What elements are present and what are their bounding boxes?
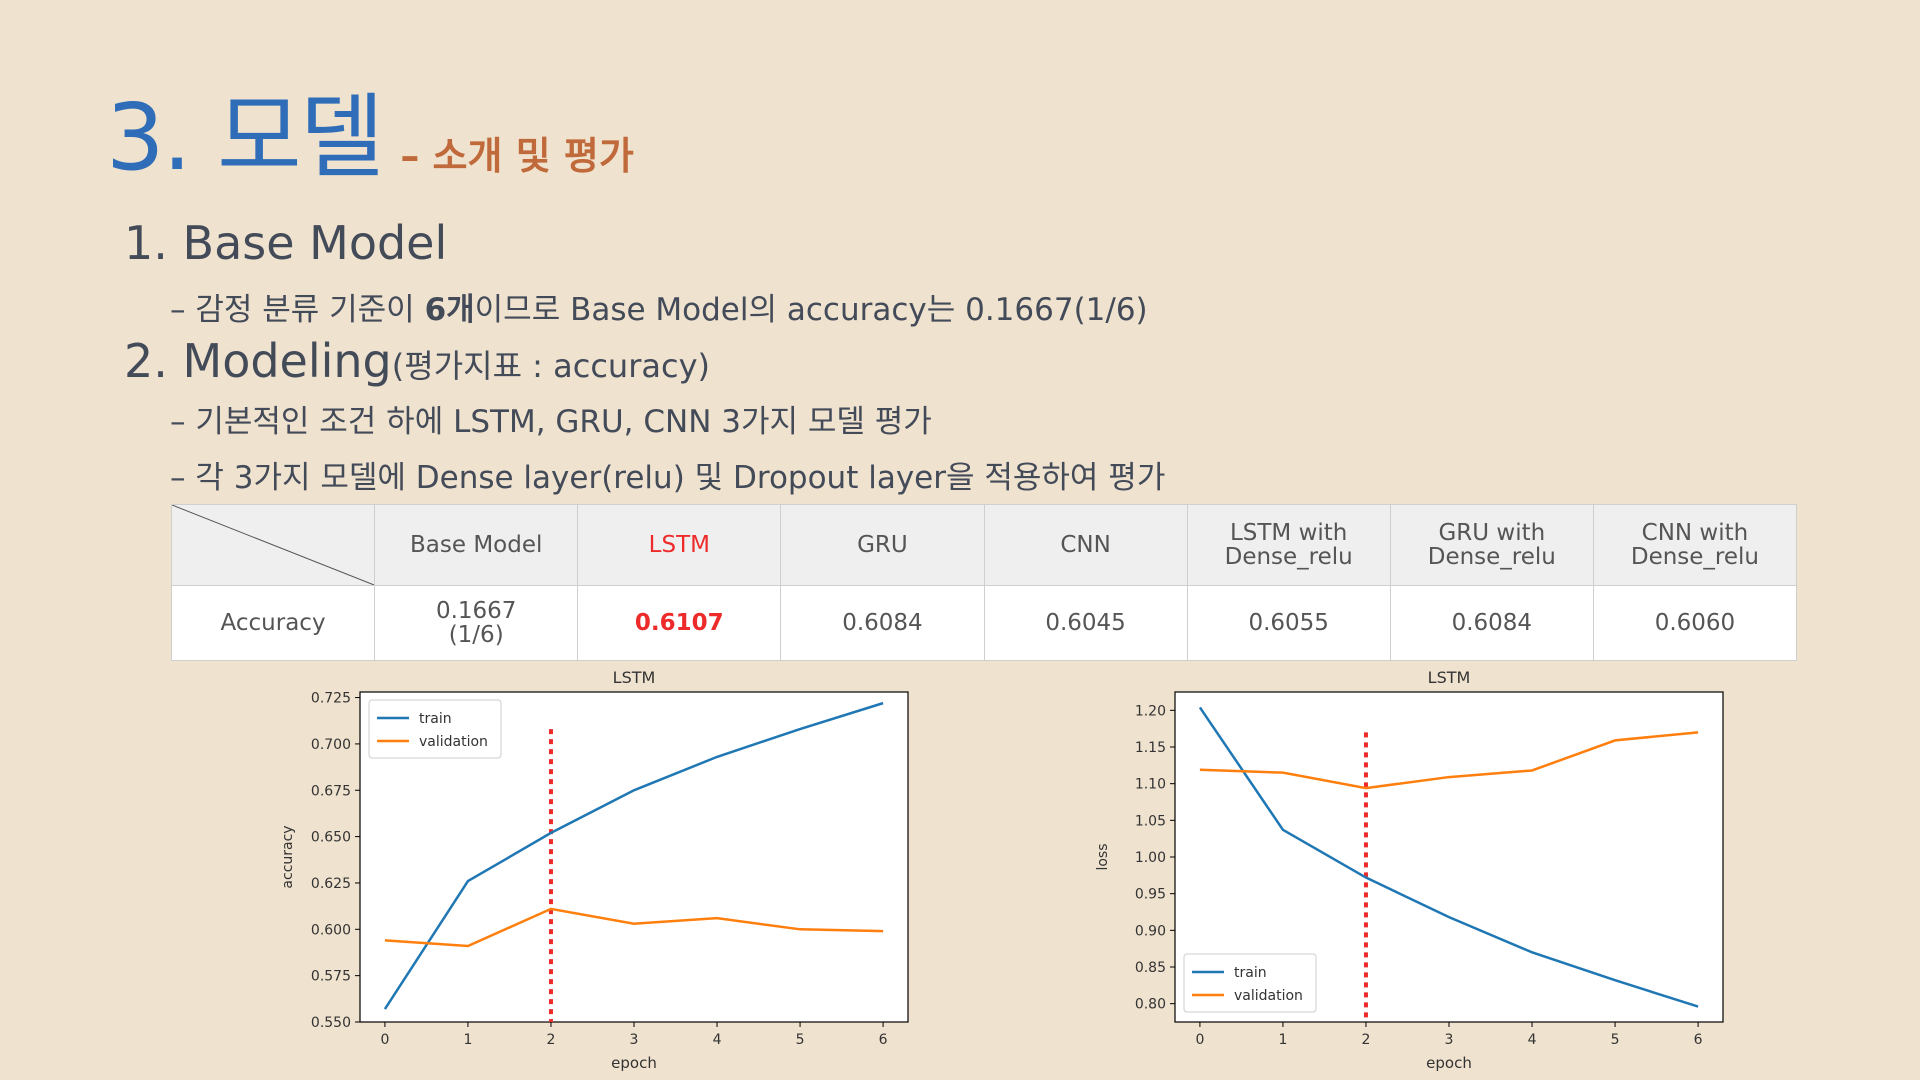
- y-tick-label: 0.550: [311, 1015, 351, 1031]
- col-header-base-model: Base Model: [374, 504, 579, 586]
- y-tick-label: 0.700: [311, 737, 351, 753]
- emotion-count: 6개: [424, 292, 475, 328]
- col-header-gru: GRU: [780, 504, 985, 586]
- x-axis-label: epoch: [1426, 1054, 1472, 1072]
- y-tick-label: 1.00: [1135, 850, 1166, 866]
- x-tick-label: 3: [630, 1032, 639, 1048]
- y-tick-label: 1.15: [1135, 740, 1166, 756]
- cell-lstm: 0.6107: [577, 585, 782, 661]
- x-tick-label: 3: [1445, 1032, 1454, 1048]
- y-tick-label: 0.625: [311, 876, 351, 892]
- series-line-train: [1198, 706, 1699, 1008]
- diagonal-line: [172, 505, 374, 585]
- x-tick-label: 0: [380, 1032, 389, 1048]
- row-label-accuracy: Accuracy: [170, 585, 376, 661]
- col-header-cnn: CNN: [983, 504, 1188, 586]
- table-corner-cell: [170, 504, 376, 586]
- slide-title-row: 3. 모델 – 소개 및 평가: [106, 92, 634, 184]
- y-tick-label: 0.575: [311, 969, 351, 985]
- slide-title: 3. 모델: [106, 84, 384, 191]
- modeling-bullet-1: – 기본적인 조건 하에 LSTM, GRU, CNN 3가지 모델 평가: [170, 404, 932, 440]
- x-tick-label: 4: [1528, 1032, 1537, 1048]
- cell-cnn: 0.6045: [983, 585, 1188, 661]
- col-header-lstm-dense: LSTM with Dense_relu: [1186, 504, 1391, 586]
- x-tick-label: 0: [1195, 1032, 1204, 1048]
- table-row: Accuracy 0.1667 (1/6) 0.6107 0.6084 0.604…: [170, 585, 1798, 661]
- x-tick-label: 1: [1278, 1032, 1287, 1048]
- section-base-model: 1. Base Model: [124, 216, 448, 270]
- base-model-bullet: – 감정 분류 기준이 6개이므로 Base Model의 accuracy는 …: [170, 292, 1148, 328]
- accuracy-chart: LSTM 0 1 2 3 4 5 6 0.550 0.575 0.600 0.625 0.650 0.67…: [280, 668, 909, 1072]
- x-tick-label: 6: [1694, 1032, 1703, 1048]
- metric-note: (평가지표 : accuracy): [391, 347, 710, 385]
- legend-box: [368, 699, 502, 759]
- y-tick-label: 0.85: [1135, 960, 1166, 976]
- x-tick-label: 2: [1362, 1032, 1371, 1048]
- y-axis-label: accuracy: [280, 825, 296, 888]
- y-tick-label: 0.725: [311, 691, 351, 707]
- x-axis-label: epoch: [611, 1054, 657, 1072]
- y-tick-label: 0.90: [1135, 923, 1166, 939]
- cell-lstm-dense: 0.6055: [1186, 585, 1391, 661]
- y-tick-label: 0.80: [1135, 997, 1166, 1013]
- modeling-bullet-2: – 각 3가지 모델에 Dense layer(relu) 및 Dropout …: [170, 460, 1166, 496]
- cell-cnn-dense: 0.6060: [1592, 585, 1798, 661]
- y-tick-label: 0.95: [1135, 887, 1166, 903]
- results-table: Base Model LSTM GRU CNN LSTM with Dense_r…: [170, 504, 1798, 661]
- y-tick-label: 1.20: [1135, 703, 1166, 719]
- table-header-row: Base Model LSTM GRU CNN LSTM with Dense_r…: [170, 504, 1798, 586]
- y-tick-label: 0.650: [311, 830, 351, 846]
- chart-title: LSTM: [613, 668, 656, 687]
- x-tick-label: 1: [463, 1032, 472, 1048]
- y-tick-label: 1.05: [1135, 813, 1166, 829]
- legend-label-train: train: [419, 711, 452, 727]
- legend-box: [1183, 953, 1317, 1013]
- x-tick-label: 2: [547, 1032, 556, 1048]
- legend-label-train: train: [1234, 965, 1267, 981]
- col-header-lstm: LSTM: [577, 504, 782, 586]
- y-tick-label: 0.600: [311, 922, 351, 938]
- y-tick-label: 0.675: [311, 783, 351, 799]
- col-header-gru-dense: GRU with Dense_relu: [1389, 504, 1594, 586]
- series-line-train: [383, 701, 884, 1010]
- cell-gru: 0.6084: [780, 585, 985, 661]
- x-tick-label: 5: [796, 1032, 805, 1048]
- x-tick-label: 6: [879, 1032, 888, 1048]
- loss-chart: LSTM 0 1 2 3 4 5 6 0.80 0.85 0.90 0.95 1.00 1.05 1.10 1…: [1095, 668, 1724, 1072]
- x-tick-label: 5: [1611, 1032, 1620, 1048]
- y-tick-label: 1.10: [1135, 777, 1166, 793]
- chart-title: LSTM: [1428, 668, 1471, 687]
- y-axis-label: loss: [1095, 843, 1111, 870]
- col-header-cnn-dense: CNN with Dense_relu: [1592, 504, 1798, 586]
- legend-label-validation: validation: [419, 734, 488, 750]
- slide-subtitle: – 소개 및 평가: [400, 134, 634, 178]
- section-modeling: 2. Modeling(평가지표 : accuracy): [124, 334, 710, 388]
- series-line-validation: [384, 907, 884, 948]
- x-tick-label: 4: [713, 1032, 722, 1048]
- legend-label-validation: validation: [1234, 988, 1303, 1004]
- series-line-validation: [1199, 731, 1699, 790]
- cell-base-model: 0.1667 (1/6): [374, 585, 579, 661]
- cell-gru-dense: 0.6084: [1389, 585, 1594, 661]
